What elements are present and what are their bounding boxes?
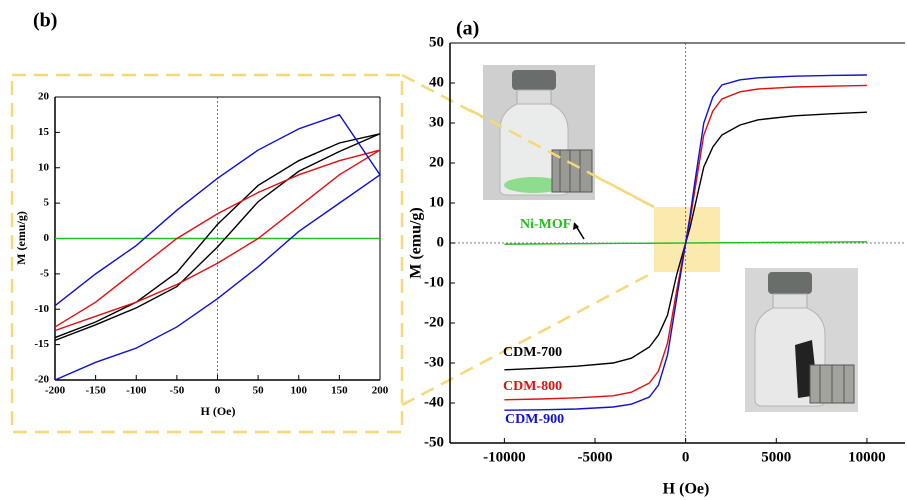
y-tick-label: 20 (429, 154, 444, 170)
y-tick-label: 5 (44, 197, 50, 209)
series-label: CDM-900 (505, 412, 564, 427)
y-tick-label: 10 (38, 161, 50, 173)
series-label: CDM-700 (503, 345, 562, 360)
x-tick-label: 100 (291, 385, 308, 397)
y-tick-label: -50 (424, 434, 444, 450)
photo-cdm (745, 268, 858, 412)
series-line (54, 149, 381, 332)
x-axis-label: H (Oe) (663, 481, 710, 498)
x-tick-label: 200 (372, 385, 389, 397)
x-axis-label: H (Oe) (201, 404, 236, 418)
x-tick-label: -200 (45, 385, 66, 397)
y-tick-label: 15 (38, 126, 50, 138)
y-tick-label: 10 (429, 194, 444, 210)
arrow (575, 225, 585, 240)
y-tick-label: 50 (429, 34, 444, 50)
x-tick-label: -5000 (578, 449, 613, 465)
zoom-connector (469, 108, 655, 209)
arrow-head (573, 222, 579, 230)
x-tick-label: 50 (253, 385, 265, 397)
y-tick-label: -20 (34, 374, 49, 386)
y-tick-label: -10 (34, 303, 49, 315)
x-tick-label: 0 (215, 385, 221, 397)
y-tick-label: 40 (429, 74, 444, 90)
y-tick-label: -10 (424, 274, 444, 290)
y-tick-label: 0 (44, 232, 50, 244)
photo-ni-mof (483, 65, 595, 200)
y-tick-label: -15 (34, 338, 49, 350)
x-tick-label: 10000 (848, 449, 886, 465)
series-line (504, 74, 867, 411)
x-tick-label: 0 (682, 449, 690, 465)
series-line (54, 113, 381, 381)
zoom-connector (401, 270, 655, 407)
x-tick-label: -100 (126, 385, 147, 397)
x-tick-label: 150 (331, 385, 348, 397)
series-label: Ni-MOF (520, 217, 571, 232)
y-tick-label: -20 (424, 314, 444, 330)
y-axis-label: M (emu/g) (408, 207, 425, 279)
y-tick-label: -5 (40, 267, 50, 279)
series-label: CDM-800 (503, 379, 562, 394)
y-tick-label: 0 (437, 234, 445, 250)
y-axis-label: M (emu/g) (14, 211, 28, 265)
y-tick-label: 20 (38, 91, 50, 103)
y-tick-label: 30 (429, 114, 444, 130)
x-tick-label: 5000 (761, 449, 791, 465)
chart-title: (b) (33, 10, 57, 32)
y-tick-label: -30 (424, 354, 444, 370)
x-tick-label: -50 (170, 385, 185, 397)
y-tick-label: -40 (424, 394, 444, 410)
x-tick-label: -150 (86, 385, 107, 397)
series-line (54, 133, 381, 342)
x-tick-label: -10000 (483, 449, 526, 465)
inset-frame (10, 73, 404, 434)
chart-title: (a) (456, 18, 479, 40)
